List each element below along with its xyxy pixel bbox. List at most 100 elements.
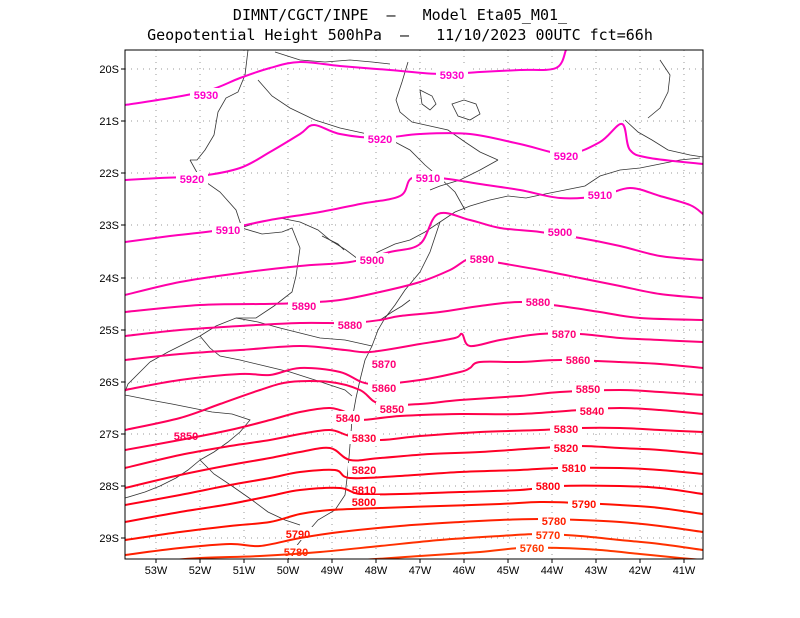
contour-label-bg <box>348 431 380 444</box>
map-frame <box>124 49 704 560</box>
lat-tick-label: 24S <box>99 273 119 285</box>
contour-label-5770: 5770 <box>536 530 560 542</box>
axis-ticks: 53W 52W 51W 50W 49W 48W 47W 46W 45W 44W 43W 42W 41W 2… <box>99 64 696 577</box>
contour-5840: 5840 5840 <box>125 404 703 451</box>
lon-tick-label: 53W <box>145 565 168 577</box>
state-border-argentina-rs <box>125 394 301 526</box>
contour-label-5930: 5930 <box>440 70 464 82</box>
contour-label-bg <box>288 299 320 312</box>
contour-label-bg <box>212 223 244 236</box>
contour-5900: 5900 5900 <box>125 211 703 296</box>
lon-tick-label: 41W <box>673 565 696 577</box>
contour-line-5870 <box>125 332 703 361</box>
contour-line-5840 <box>125 406 703 451</box>
contour-label-bg <box>348 495 380 508</box>
contour-label-bg <box>332 411 364 424</box>
contour-label-5920: 5920 <box>554 151 578 163</box>
uruguay-border <box>125 459 201 499</box>
contour-label-5930: 5930 <box>194 90 218 102</box>
contour-label-bg <box>376 402 408 415</box>
state-border-east-tail <box>647 59 671 119</box>
contour-label-bg <box>364 132 396 145</box>
lon-tick-label: 45W <box>497 565 520 577</box>
contour-label-bg <box>466 252 498 265</box>
contour-label-5810: 5810 <box>562 463 586 475</box>
contour-label-bg <box>562 353 594 366</box>
state-border-argentina <box>125 361 151 393</box>
lon-tick-label: 48W <box>365 565 388 577</box>
coastline <box>361 157 701 263</box>
state-border-pr-sc <box>235 317 373 347</box>
contour-line-5770 <box>172 532 703 559</box>
state-border-north <box>274 51 391 65</box>
contour-label-5830: 5830 <box>554 424 578 436</box>
contour-line-5790 <box>125 500 703 541</box>
contour-label-bg <box>190 88 222 101</box>
contour-line-5850 <box>125 380 703 431</box>
state-border-west <box>190 50 249 161</box>
lat-tick-label: 25S <box>99 325 119 337</box>
contour-label-bg <box>548 327 580 340</box>
contour-line-5760 <box>359 546 703 559</box>
contour-label-5850: 5850 <box>576 384 600 396</box>
contour-label-5850: 5850 <box>380 404 404 416</box>
contour-label-5890: 5890 <box>292 301 316 313</box>
contour-5870: 5870 5870 <box>125 327 703 371</box>
contour-label-bg <box>550 441 582 454</box>
lat-tick-label: 27S <box>99 429 119 441</box>
contour-5860: 5860 5860 <box>125 353 703 395</box>
contour-label-5860: 5860 <box>566 355 590 367</box>
contour-label-5920: 5920 <box>368 134 392 146</box>
contour-label-bg <box>356 253 388 266</box>
contour-label-5840: 5840 <box>580 406 604 418</box>
contour-label-bg <box>568 497 600 510</box>
lat-tick-label: 26S <box>99 377 119 389</box>
state-border-paraguay <box>149 159 301 363</box>
contour-label-5900: 5900 <box>360 255 384 267</box>
contour-label-bg <box>368 357 400 370</box>
lat-tick-label: 23S <box>99 220 119 232</box>
lon-tick-label: 43W <box>585 565 608 577</box>
contour-label-bg <box>550 422 582 435</box>
contour-label-bg <box>436 68 468 81</box>
title-line-1: DIMNT/CGCT/INPE – Model Eta05_M01_ <box>232 6 568 24</box>
lat-tick-label: 21S <box>99 116 119 128</box>
contour-label-5820: 5820 <box>554 443 578 455</box>
contour-label-5760: 5760 <box>520 543 544 555</box>
lon-tick-label: 51W <box>233 565 256 577</box>
contour-line-5820 <box>125 444 703 489</box>
contour-label-bg <box>522 295 554 308</box>
contour-label-5780: 5780 <box>542 516 566 528</box>
lat-tick-label: 22S <box>99 168 119 180</box>
state-border-northeast <box>624 119 703 158</box>
contour-label-bg <box>334 318 366 331</box>
lon-tick-label: 47W <box>409 565 432 577</box>
contour-5890: 5890 5890 <box>125 252 703 313</box>
contour-label-5900: 5900 <box>548 227 572 239</box>
contour-label-5920: 5920 <box>180 174 204 186</box>
contour-label-bg <box>550 149 582 162</box>
contour-label-bg <box>576 404 608 417</box>
contour-label-bg <box>538 514 570 527</box>
contour-5820: 5820 5820 <box>125 441 703 489</box>
contour-label-5800: 5800 <box>352 497 376 509</box>
lat-tick-label: 29S <box>99 533 119 545</box>
contour-label-bg <box>170 429 202 442</box>
contour-label-bg <box>532 479 564 492</box>
contour-5770: 5770 <box>172 528 703 559</box>
contour-label-5820: 5820 <box>352 465 376 477</box>
contour-label-5890: 5890 <box>470 254 494 266</box>
contour-label-5910: 5910 <box>588 190 612 202</box>
lon-tick-label: 44W <box>541 565 564 577</box>
contour-5880: 5880 5880 <box>125 295 703 337</box>
contour-5920: 5920 5920 5920 <box>125 123 703 186</box>
state-border-sc-rs <box>199 335 353 397</box>
lon-tick-label: 49W <box>321 565 344 577</box>
contour-label-5880: 5880 <box>526 297 550 309</box>
contour-label-5910: 5910 <box>416 173 440 185</box>
lon-tick-label: 52W <box>189 565 212 577</box>
contour-5930: 5930 5930 <box>125 50 567 106</box>
contour-label-5790: 5790 <box>572 499 596 511</box>
